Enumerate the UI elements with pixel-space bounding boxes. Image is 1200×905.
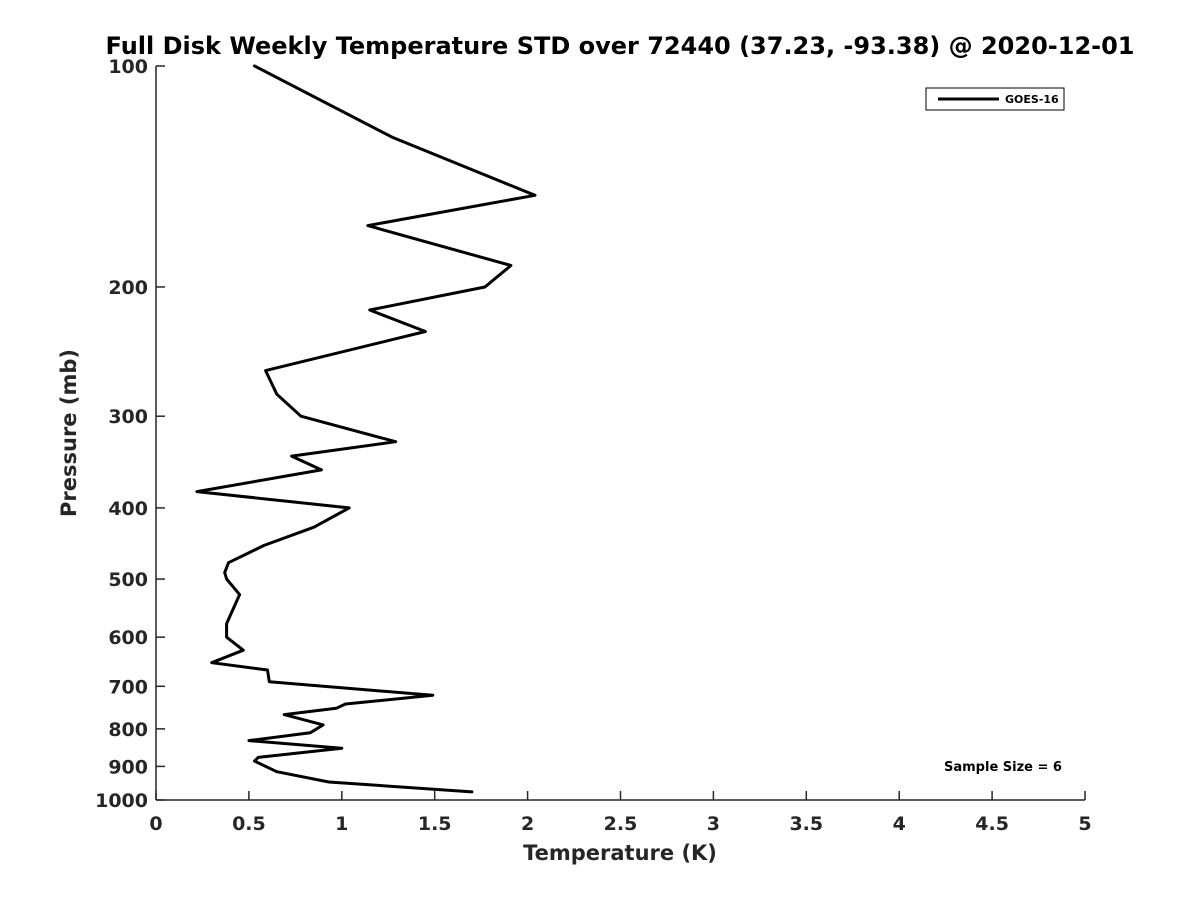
chart-title: Full Disk Weekly Temperature STD over 72… <box>106 32 1135 60</box>
legend: GOES-16 <box>925 87 1065 111</box>
x-tick-label: 5 <box>1078 813 1091 835</box>
x-tick-label: 0 <box>149 813 162 835</box>
x-tick-label: 4.5 <box>975 813 1009 835</box>
y-tick-label: 100 <box>108 56 148 78</box>
y-tick-label: 800 <box>108 719 148 741</box>
y-tick-label: 200 <box>108 277 148 299</box>
y-tick-label: 900 <box>108 756 148 778</box>
x-tick-label: 3.5 <box>789 813 823 835</box>
x-tick-label: 1 <box>335 813 348 835</box>
y-tick-label: 300 <box>108 406 148 428</box>
plot-area: 0 0.5 1 1.5 2 2.5 3 3.5 4 4.5 5 100 200 300 400 500 600 7… <box>95 56 1092 835</box>
x-tick-label: 4 <box>893 813 906 835</box>
x-axis-label: Temperature (K) <box>523 841 717 865</box>
x-tick-label: 1.5 <box>418 813 452 835</box>
x-tick-label: 2 <box>521 813 534 835</box>
y-axis-label: Pressure (mb) <box>57 349 81 517</box>
legend-entry-goes-16: GOES-16 <box>1005 93 1059 106</box>
y-tick-label: 600 <box>108 627 148 649</box>
x-tick-label: 2.5 <box>604 813 638 835</box>
y-tick-label: 1000 <box>95 790 148 812</box>
x-tick-label: 0.5 <box>232 813 266 835</box>
y-tick-label: 400 <box>108 498 148 520</box>
sample-size-annotation: Sample Size = 6 <box>944 760 1062 775</box>
y-tick-label: 500 <box>108 569 148 591</box>
x-tick-label: 3 <box>707 813 720 835</box>
y-tick-label: 700 <box>108 676 148 698</box>
series-line-goes-16 <box>195 64 537 794</box>
